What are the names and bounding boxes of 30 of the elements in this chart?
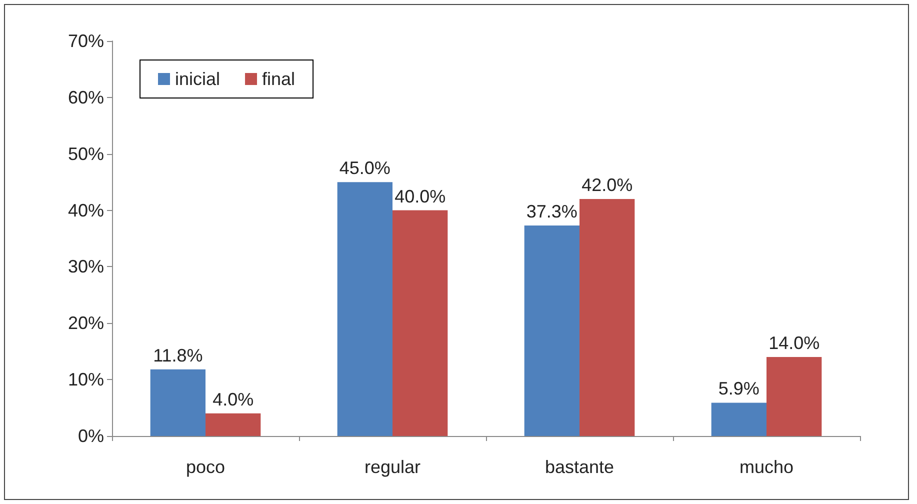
- data-label: 4.0%: [212, 389, 254, 410]
- bar: [337, 182, 392, 436]
- y-tick-label: 20%: [68, 313, 104, 334]
- data-label: 5.9%: [718, 378, 760, 399]
- data-label: 45.0%: [339, 158, 390, 178]
- y-tick-label: 60%: [68, 87, 104, 108]
- bar: [150, 369, 206, 436]
- bar: [766, 357, 822, 436]
- x-tick-label: regular: [364, 457, 421, 477]
- bar: [580, 199, 635, 436]
- x-tick-label: bastante: [544, 457, 614, 477]
- y-tick-label: 30%: [68, 256, 104, 277]
- data-label: 37.3%: [526, 202, 578, 222]
- data-label: 42.0%: [582, 175, 633, 195]
- bar: [711, 402, 766, 436]
- legend-label: final: [262, 69, 296, 89]
- legend-label: inicial: [175, 69, 220, 89]
- bar: [206, 413, 261, 436]
- data-label: 11.8%: [153, 345, 203, 366]
- x-tick-label: mucho: [739, 457, 794, 477]
- y-tick-label: 50%: [68, 144, 104, 164]
- y-tick-label: 10%: [68, 370, 104, 390]
- x-tick-label: poco: [186, 457, 226, 477]
- data-label: 14.0%: [768, 333, 820, 353]
- y-tick-label: 40%: [68, 200, 104, 220]
- data-label: 40.0%: [394, 186, 446, 206]
- bar: [392, 210, 448, 436]
- bar: [524, 226, 580, 436]
- y-tick-label: 70%: [68, 31, 104, 51]
- y-tick-label: 0%: [78, 426, 104, 446]
